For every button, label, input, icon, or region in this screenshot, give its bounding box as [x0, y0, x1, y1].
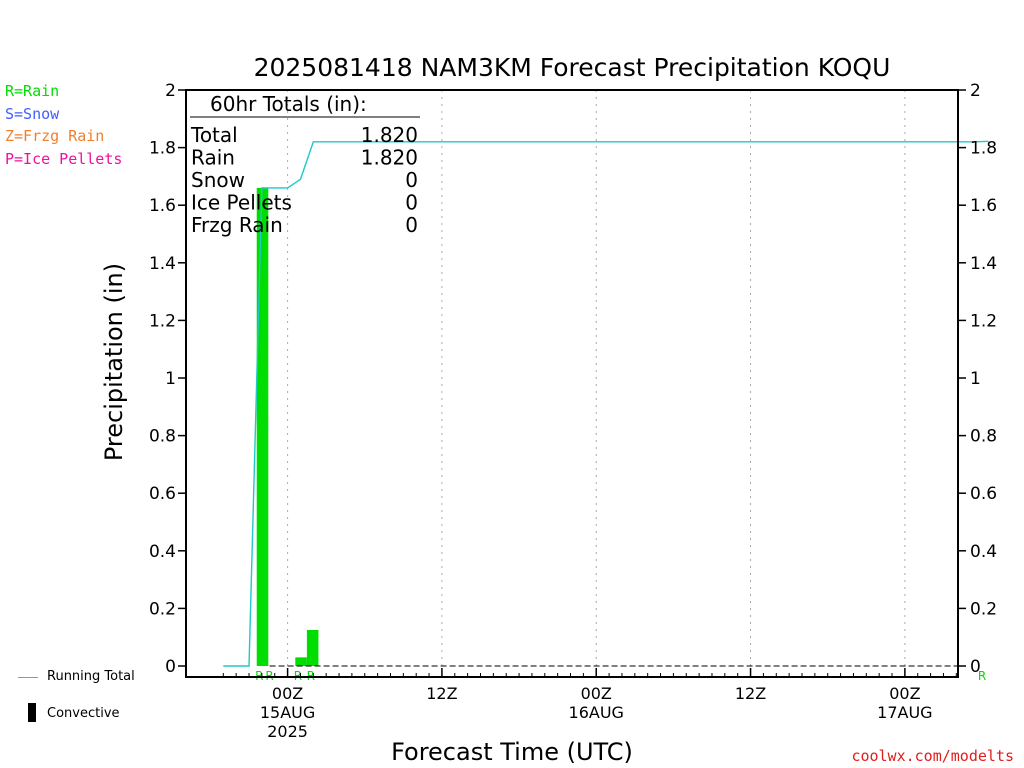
precip-bar	[295, 657, 307, 666]
y-tick-label: 0	[165, 657, 176, 677]
x-tick-label: 17AUG	[877, 703, 932, 722]
running-total-line	[223, 140, 989, 667]
y-tick-label: 1.2	[149, 311, 176, 331]
totals-row-label: Rain	[191, 146, 235, 170]
y-tick-label: 1.6	[149, 196, 176, 216]
credit-text: coolwx.com/modelts	[851, 747, 1014, 765]
convective-swatch	[28, 703, 36, 722]
running-total-series	[223, 140, 989, 667]
precip-bars	[256, 187, 319, 667]
totals-box: 60hr Totals (in): Total 1.820 Rain 1.820 Sno…	[190, 92, 420, 237]
y-tick-label-right: 2	[970, 81, 981, 101]
x-tick-label: 00Z	[272, 684, 303, 703]
y-tick-label: 2	[165, 81, 176, 101]
totals-row-value: 0	[405, 213, 418, 237]
y-tick-label-right: 0	[970, 657, 981, 677]
legend-ice-pellets: P=Ice Pellets	[5, 150, 123, 168]
precip-bar	[256, 187, 269, 667]
y-ticks-left: 0 0.2 0.4 0.6 0.8 1 1.2 1.4 1.6 1.8 2	[149, 81, 186, 677]
x-tick-label: 15AUG	[260, 703, 315, 722]
totals-row-label: Total	[190, 123, 238, 147]
y-tick-label: 0.6	[149, 484, 176, 504]
y-tick-label: 1.4	[149, 254, 176, 274]
x-tick-label: 12Z	[735, 684, 766, 703]
y-tick-label-right: 1.6	[970, 196, 997, 216]
x-tick-label: 16AUG	[569, 703, 624, 722]
y-tick-label-right: 1.4	[970, 254, 997, 274]
x-tick-label: 00Z	[581, 684, 612, 703]
y-axis-label: Precipitation (in)	[100, 263, 128, 461]
x-axis-label: Forecast Time (UTC)	[391, 738, 633, 766]
x-tick-label: 2025	[267, 722, 308, 741]
totals-row-label: Ice Pellets	[191, 191, 292, 215]
plot-frame	[185, 89, 959, 678]
totals-header: 60hr Totals (in):	[210, 92, 367, 116]
y-tick-label: 1.8	[149, 139, 176, 159]
y-tick-label-right: 1.8	[970, 139, 997, 159]
precip-bar	[306, 630, 319, 666]
y-tick-label-right: 0.2	[970, 599, 997, 619]
y-tick-label: 0.8	[149, 427, 176, 447]
x-tick-label: 12Z	[426, 684, 457, 703]
chart-title: 2025081418 NAM3KM Forecast Precipitation…	[254, 53, 891, 82]
y-tick-label: 1	[165, 369, 176, 389]
grid	[287, 90, 906, 677]
y-tick-label-right: 0.6	[970, 484, 997, 504]
y-tick-label: 0.4	[149, 542, 176, 562]
totals-row-value: 0	[405, 168, 418, 192]
axes	[185, 89, 959, 678]
y-tick-label-right: 1.2	[970, 311, 997, 331]
legend-snow: S=Snow	[5, 105, 60, 123]
totals-row-label: Snow	[191, 168, 245, 192]
y-tick-label: 0.2	[149, 599, 176, 619]
x-tick-label: 00Z	[889, 684, 920, 703]
totals-row-value: 0	[405, 191, 418, 215]
running-total-swatch	[18, 677, 38, 678]
legend-rain: R=Rain	[5, 82, 60, 100]
y-tick-label-right: 1	[970, 369, 981, 389]
legend-frzg-rain: Z=Frzg Rain	[5, 127, 105, 145]
y-tick-label-right: 0.4	[970, 542, 997, 562]
y-ticks-right: 0 0.2 0.4 0.6 0.8 1 1.2 1.4 1.6 1.8 2	[958, 81, 997, 677]
totals-row-value: 1.820	[361, 123, 418, 147]
convective-legend-label: Convective	[47, 706, 120, 721]
totals-row-value: 1.820	[361, 146, 418, 170]
running-total-legend-label: Running Total	[47, 669, 135, 684]
totals-row-label: Frzg Rain	[191, 213, 283, 237]
y-tick-label-right: 0.8	[970, 427, 997, 447]
ptype-label: R	[978, 669, 986, 683]
